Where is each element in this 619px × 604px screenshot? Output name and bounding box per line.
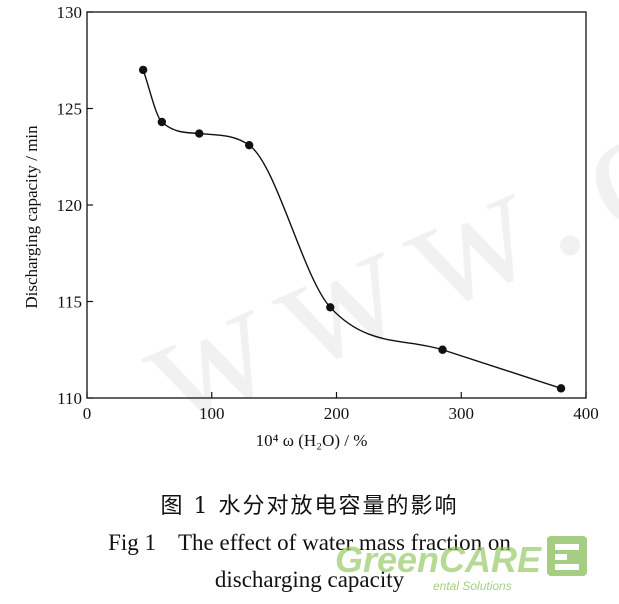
x-tick-label: 400 — [573, 404, 599, 423]
logo-wordmark: GreenCARE — [335, 539, 542, 580]
caption-english-line1: Fig 1 The effect of water mass fraction o… — [0, 530, 619, 556]
caption-chinese: 图 1 水分对放电容量的影响 — [160, 494, 459, 519]
y-tick-label: 115 — [57, 293, 82, 312]
x-tick-label: 100 — [199, 404, 225, 423]
logo-g-icon — [547, 536, 587, 576]
series-line — [142, 69, 562, 390]
data-point — [438, 345, 447, 354]
y-axis-title: Discharging capacity / min — [22, 125, 41, 309]
data-point — [157, 117, 167, 127]
y-tick-label: 110 — [57, 389, 82, 408]
y-tick-label: 130 — [57, 3, 83, 22]
caption-english-line2: discharging capacity — [214, 567, 405, 592]
data-point — [195, 129, 204, 138]
figure-title-line1: The effect of water mass fraction on — [178, 530, 511, 555]
figure-label: Fig 1 — [108, 530, 156, 555]
x-tick-label: 300 — [449, 404, 475, 423]
data-point — [138, 65, 148, 75]
logo-subtext: ental Solutions — [433, 579, 512, 593]
plot-frame — [86, 11, 587, 399]
y-tick-label: 120 — [57, 196, 83, 215]
plot-area: 0 100 200 300 400 110 115 120 125 130 10⁴ ω (H₂O) … — [22, 3, 599, 450]
data-point — [244, 140, 254, 150]
line-chart: 0 100 200 300 400 110 115 120 125 130 10⁴ ω (H₂O) … — [22, 3, 599, 450]
x-tick-label: 200 — [324, 404, 350, 423]
y-tick-label: 125 — [57, 100, 83, 119]
x-tick-label: 0 — [83, 404, 92, 423]
data-point — [326, 303, 335, 312]
greencare-logo: GreenCARE ental Solutions — [335, 536, 587, 593]
data-point — [556, 384, 566, 393]
x-axis-title: 10⁴ ω (H₂O) / % — [256, 431, 368, 450]
